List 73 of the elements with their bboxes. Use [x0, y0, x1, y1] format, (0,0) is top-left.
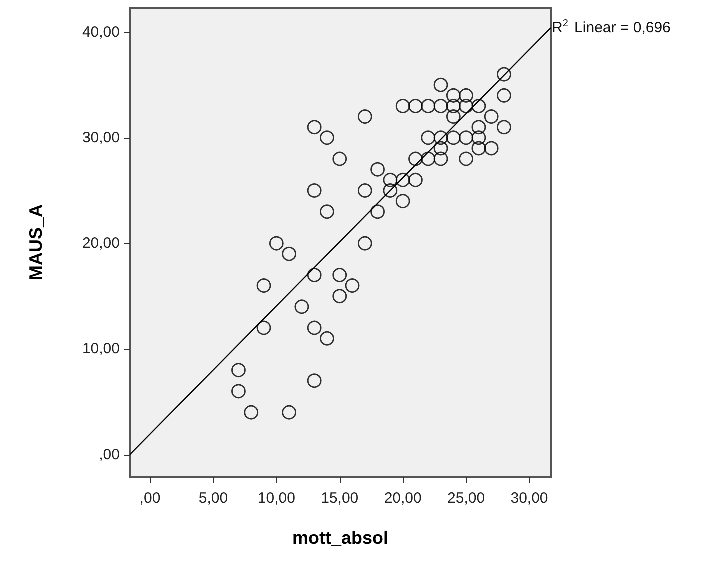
point: [294, 300, 310, 314]
point: [408, 172, 423, 188]
point: [459, 88, 474, 103]
point: [446, 110, 461, 124]
x-tick-label: 20,00: [384, 490, 422, 507]
point: [307, 374, 322, 388]
point: [408, 99, 423, 114]
point: [484, 110, 499, 124]
point: [282, 405, 296, 420]
x-tick-label: 10,00: [258, 490, 296, 507]
point: [370, 204, 385, 220]
point: [497, 120, 512, 135]
x-tick-label: ,00: [140, 490, 161, 507]
point: [434, 99, 448, 114]
point: [408, 152, 423, 166]
point: [256, 320, 272, 336]
point: [446, 130, 461, 146]
point: [396, 194, 410, 208]
y-axis-title: MAUS_A: [26, 204, 46, 281]
x-tick-label: 30,00: [510, 490, 548, 507]
point: [459, 99, 474, 114]
point: [434, 130, 448, 146]
point: [383, 184, 398, 198]
point: [358, 236, 372, 251]
point: [320, 204, 334, 220]
point: [459, 130, 474, 146]
point: [244, 405, 259, 420]
point: [421, 152, 436, 166]
point: [434, 78, 448, 92]
point: [434, 141, 448, 156]
point: [370, 162, 385, 177]
point: [396, 172, 410, 188]
point: [446, 99, 461, 114]
point: [421, 99, 436, 114]
x-tick-label: 15,00: [321, 490, 359, 507]
point: [446, 88, 461, 103]
point: [383, 172, 398, 188]
point: [358, 110, 372, 124]
point: [497, 67, 512, 82]
y-tick-label: 30,00: [82, 129, 120, 146]
point: [232, 363, 246, 378]
point: [421, 130, 436, 146]
y-tick-label: 40,00: [82, 24, 120, 41]
point: [472, 141, 486, 156]
point: [256, 278, 272, 294]
y-tick-label: 10,00: [82, 340, 120, 358]
point: [472, 120, 486, 135]
point: [472, 130, 486, 146]
point: [282, 246, 296, 262]
point: [434, 152, 448, 166]
y-tick-label: ,00: [99, 446, 120, 464]
point: [232, 384, 246, 399]
y-tick-label: 20,00: [82, 235, 120, 252]
point: [307, 184, 322, 198]
point: [484, 141, 499, 156]
point: [497, 88, 512, 103]
x-axis-title: mott_absol: [292, 528, 389, 548]
x-tick-label: 5,00: [198, 490, 228, 507]
point: [307, 320, 322, 336]
point: [332, 289, 348, 304]
x-tick-label: 25,00: [448, 490, 486, 507]
point: [459, 152, 474, 166]
point: [472, 99, 486, 114]
point: [345, 278, 360, 294]
point: [307, 120, 322, 135]
point: [332, 152, 348, 166]
point: [396, 99, 410, 114]
point: [269, 236, 284, 251]
point: [320, 331, 334, 346]
point: [307, 268, 322, 282]
point: [320, 130, 334, 146]
point: [358, 184, 372, 198]
point: [332, 268, 348, 282]
